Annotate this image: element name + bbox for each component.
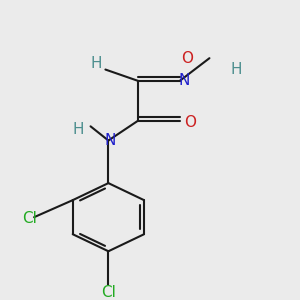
Text: H: H [230,62,242,77]
Text: N: N [178,74,190,88]
Text: H: H [91,56,102,71]
Text: Cl: Cl [22,211,37,226]
Text: H: H [73,122,84,137]
Text: O: O [184,115,196,130]
Text: N: N [104,133,116,148]
Text: Cl: Cl [101,285,116,300]
Text: O: O [181,51,193,66]
